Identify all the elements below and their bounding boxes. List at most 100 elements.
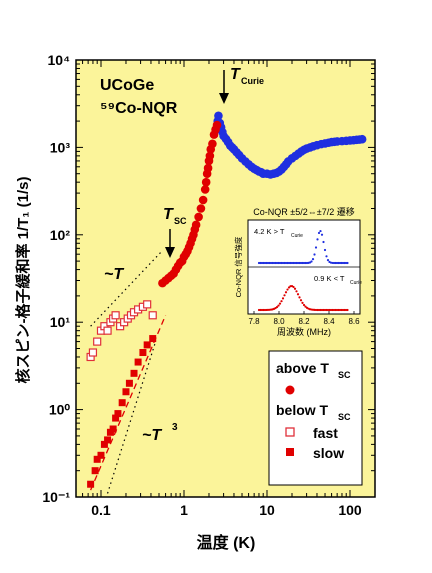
inset-bottom-spectrum-point — [278, 302, 282, 305]
t-curie-subscript: Curie — [241, 76, 264, 86]
legend-slow-label: slow — [313, 445, 344, 461]
legend-above-title: above T — [276, 360, 329, 376]
inset-title: Co-NQR ±5/2⇔±7/2 遷移 — [253, 206, 354, 217]
inset-bottom-spectrum-point — [346, 308, 349, 312]
data-point-red_above — [200, 185, 210, 194]
inset-top-spectrum-point — [326, 259, 330, 262]
y-tick-label: 10¹ — [50, 314, 71, 330]
data-point-slow — [112, 414, 120, 422]
inset-top-spectrum-point — [346, 261, 349, 265]
inset-top-spectrum-point — [325, 255, 328, 258]
data-point-red_above — [191, 220, 201, 230]
inset-ticks: 7.8 8.0 8.2 8.4 8.6 — [248, 311, 360, 326]
legend-below-sub: SC — [338, 412, 351, 422]
data-point-red_above — [194, 212, 203, 222]
data-point-red_above — [198, 195, 208, 205]
legend-box — [268, 350, 363, 486]
inset-bottom-spectrum-point — [277, 304, 280, 307]
t-sc-label: T — [163, 206, 174, 223]
inset-top-spectrum-point — [314, 246, 318, 249]
data-point-slow — [122, 388, 130, 396]
inset-bottom-spectrum-point — [284, 291, 288, 294]
data-point-slow — [118, 399, 126, 407]
sample-label: UCoGe — [100, 77, 154, 94]
inset-bottom-spectrum-point — [286, 288, 289, 291]
inset-bottom-spectrum-point — [292, 285, 295, 289]
data-point-slow — [97, 451, 105, 459]
data-point-slow — [114, 410, 122, 418]
inset-top-spectrum-point — [317, 231, 321, 235]
slow-fit-line — [90, 315, 167, 491]
cubic-law-exponent: 3 — [172, 422, 178, 433]
inset-bottom-spectrum-point — [287, 286, 291, 289]
data-point-slow — [130, 369, 138, 377]
data-point-red_above — [205, 151, 215, 161]
legend-fast-marker — [285, 427, 295, 437]
inset-top-spectrum-point — [322, 240, 325, 244]
inset-bottom-sub: Curie — [350, 280, 362, 286]
data-point-slow — [149, 335, 157, 343]
inset-top-sub: Curie — [291, 233, 303, 239]
inset-bottom-spectrum-point — [295, 290, 298, 293]
y-tick-label: 10² — [50, 227, 71, 243]
inset-bottom-spectrum-point — [275, 305, 279, 309]
data-point-red_above — [196, 204, 206, 213]
data-point-slow — [91, 467, 99, 475]
y-axis-label: 核スピン-格子緩和率 1/T₁ (1/s) — [14, 176, 32, 383]
inset-top-spectrum-point — [311, 257, 315, 261]
inset-x-tick-label: 8.6 — [348, 317, 360, 326]
data-point-slow — [139, 349, 147, 357]
inset-top-spectrum-point — [319, 229, 322, 233]
inset-bottom-spectrum-point — [296, 293, 300, 296]
inset-top-spectrum-point — [320, 233, 324, 236]
data-point-slow — [143, 341, 151, 349]
data-point-red_above — [212, 120, 222, 130]
inset-top-spectrum-point — [316, 238, 319, 241]
data-point-red_above — [208, 139, 217, 149]
y-tick-label: 10⁻¹ — [42, 489, 70, 505]
x-axis-label: 温度 (K) — [196, 533, 256, 552]
legend-fast-label: fast — [313, 425, 338, 441]
t3-guide — [106, 342, 156, 494]
data-point-fast — [93, 337, 102, 346]
inset-top-spectrum-point — [313, 253, 316, 256]
x-tick-label: 100 — [338, 502, 362, 518]
data-point-fast — [148, 311, 157, 320]
legend: above T SC below T SC fast slow — [268, 350, 363, 486]
data-point-slow — [125, 379, 133, 387]
inset-marks — [257, 229, 349, 312]
data-point-fast — [88, 348, 98, 357]
inset-bottom-spectrum-point — [299, 299, 303, 302]
inset-y-label: Co-NQR 信号強度 — [233, 236, 243, 297]
nqr-label: ⁵⁹Co-NQR — [100, 100, 178, 117]
inset-panel: Co-NQR ±5/2⇔±7/2 遷移 Co-NQR 信号強度 4.2 K > … — [233, 206, 362, 337]
t-curie-label: T — [230, 66, 241, 83]
inset-bottom-spectrum-point — [302, 303, 306, 307]
inset-top-spectrum-point — [323, 248, 327, 252]
legend-above-marker — [285, 385, 295, 395]
inset-bottom-label: 0.9 K < T — [314, 274, 345, 283]
t-sc-subscript: SC — [174, 216, 187, 226]
data-point-fast — [111, 311, 120, 320]
x-tick-label: 1 — [180, 502, 188, 518]
inset-x-tick-label: 8.4 — [323, 317, 335, 326]
legend-above-sub: SC — [338, 370, 351, 380]
t-curie-arrowhead — [219, 93, 229, 104]
data-point-slow — [134, 358, 142, 366]
data-point-red_above — [203, 163, 213, 173]
data-marks — [86, 111, 367, 488]
inset-x-tick-label: 8.0 — [273, 317, 285, 326]
inset-bottom-spectrum-point — [298, 296, 301, 299]
y-tick-label: 10⁰ — [49, 402, 71, 418]
inset-top-label: 4.2 K > T — [254, 227, 285, 236]
t-sc-arrowhead — [165, 247, 175, 258]
data-point-slow — [109, 425, 117, 433]
axis-ticks — [75, 60, 376, 498]
inset-bottom-spectrum-point — [293, 287, 297, 290]
y-tick-label: 10⁴ — [48, 52, 71, 68]
inset-bottom-spectrum-point — [283, 294, 286, 297]
data-point-red_above — [201, 177, 211, 187]
legend-slow-marker — [286, 448, 294, 456]
legend-below-title: below T — [276, 402, 329, 418]
cubic-law-label: ~T — [142, 427, 162, 444]
